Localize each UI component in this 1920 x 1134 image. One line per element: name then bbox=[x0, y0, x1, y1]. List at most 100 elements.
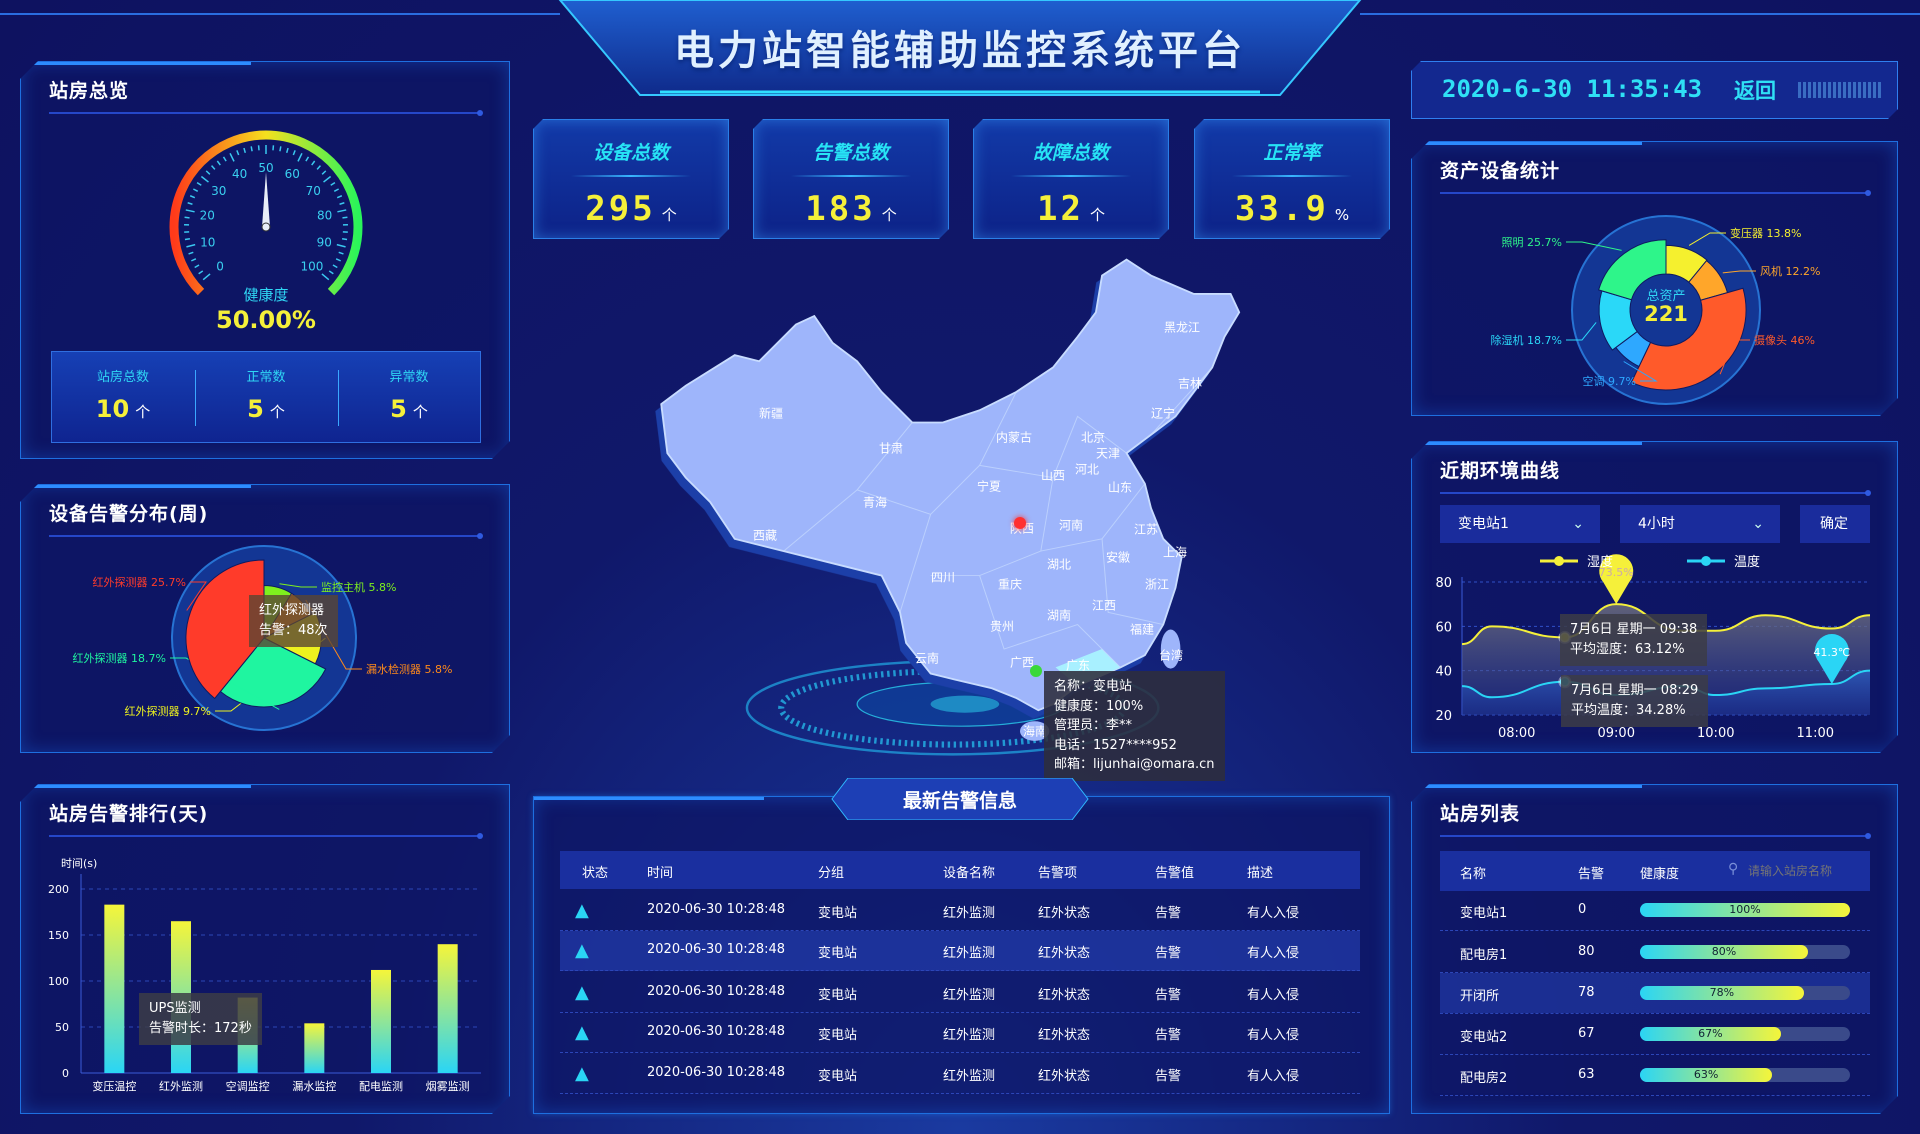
station-name[interactable]: 变电站2 bbox=[1460, 1030, 1508, 1045]
gauge-tick-label: 50 bbox=[258, 161, 273, 175]
gauge-tick bbox=[203, 274, 210, 280]
table-header bbox=[560, 851, 1360, 889]
pie-label: 空调 9.7% bbox=[1583, 374, 1636, 388]
column-header: 分组 bbox=[818, 866, 845, 881]
gauge-tick-label: 30 bbox=[211, 184, 226, 198]
gauge-tick bbox=[185, 239, 190, 240]
stats-box bbox=[51, 351, 481, 443]
alarm-ranking-panel: 站房告警排行(天) 时间(s) 0 50 100 150 200 变压温控 红外监测 空调监控 漏… bbox=[20, 784, 510, 1114]
warning-icon: ▲ bbox=[575, 1063, 589, 1084]
table-cell: 红外监测 bbox=[943, 946, 996, 961]
station-select[interactable]: 变电站1 ⌄ bbox=[1440, 505, 1600, 543]
kpi-unit: % bbox=[1334, 206, 1350, 224]
kpi-normal-rate: 正常率 33.9% bbox=[1194, 119, 1390, 239]
row-divider bbox=[1440, 972, 1870, 973]
station-name[interactable]: 变电站1 bbox=[1460, 906, 1508, 921]
y-tick-label: 20 bbox=[1435, 709, 1452, 724]
header-frame bbox=[0, 0, 1920, 96]
province-label: 福建 bbox=[1129, 622, 1155, 637]
health-bar-fill bbox=[1640, 1027, 1781, 1041]
table-cell: 有人入侵 bbox=[1247, 906, 1300, 921]
table-cell: 2020-06-30 10:28:48 bbox=[647, 1065, 786, 1080]
pie-label-line bbox=[1689, 233, 1726, 245]
page-title: 电力站智能辅助监控系统平台 bbox=[674, 28, 1246, 74]
table-cell: 红外监测 bbox=[943, 906, 996, 921]
confirm-button[interactable]: 确定 bbox=[1800, 505, 1870, 543]
stat-label: 正常数 bbox=[246, 370, 286, 385]
gauge-tick bbox=[230, 153, 234, 161]
legend-dot bbox=[1554, 556, 1564, 566]
station-name[interactable]: 配电房2 bbox=[1460, 1071, 1508, 1086]
gauge-tick bbox=[237, 150, 239, 155]
panel-title: 站房列表 bbox=[1440, 803, 1521, 825]
table-cell: 红外状态 bbox=[1038, 946, 1091, 961]
station-alarm-count: 80 bbox=[1578, 944, 1595, 959]
pie-label: 风机 12.2% bbox=[1760, 264, 1820, 278]
kpi-device-total: 设备总数 295 个 bbox=[533, 119, 729, 239]
chevron-down-icon: ⌄ bbox=[1752, 516, 1764, 532]
gauge-tick bbox=[306, 157, 309, 161]
y-tick-label: 100 bbox=[48, 975, 69, 988]
panel-title: 资产设备统计 bbox=[1440, 160, 1561, 182]
datetime: 2020-6-30 11:35:43 bbox=[1442, 75, 1703, 103]
pie-label: 监控主机 5.8% bbox=[321, 580, 396, 594]
table-cell: 红外状态 bbox=[1038, 1069, 1091, 1084]
column-header: 名称 bbox=[1460, 867, 1487, 882]
gauge-tick-label: 10 bbox=[200, 236, 215, 250]
bar bbox=[104, 905, 124, 1073]
panel-title: 设备告警分布(周) bbox=[49, 503, 209, 525]
row-divider bbox=[560, 1093, 1360, 1094]
station-name[interactable]: 开闭所 bbox=[1460, 989, 1500, 1004]
gauge-needle bbox=[262, 172, 270, 227]
table-cell: 红外监测 bbox=[943, 1069, 996, 1084]
x-tick-label: 09:00 bbox=[1598, 726, 1635, 741]
gauge-tick bbox=[191, 259, 196, 261]
y-tick-label: 60 bbox=[1435, 620, 1452, 635]
stat-unit: 个 bbox=[269, 403, 285, 421]
back-button[interactable]: 返回 bbox=[1734, 79, 1776, 103]
normal-station-marker[interactable] bbox=[1030, 665, 1042, 677]
range-select[interactable]: 4小时 ⌄ bbox=[1620, 505, 1780, 543]
gauge-tick bbox=[188, 203, 193, 204]
health-gauge: 010 20 30 40 50 60 70 80 90 100 bbox=[21, 62, 511, 402]
province-label: 台湾 bbox=[1158, 648, 1184, 663]
table-cell: 有人入侵 bbox=[1247, 988, 1300, 1003]
province-label: 海南 bbox=[1022, 724, 1048, 739]
table-cell: 变电站 bbox=[818, 946, 858, 961]
gauge-tick bbox=[340, 203, 345, 204]
province-label: 山西 bbox=[1040, 468, 1066, 483]
health-bar-label: 100% bbox=[1729, 903, 1761, 916]
gauge-needle-hub bbox=[262, 223, 270, 231]
pie-label: 照明 25.7% bbox=[1502, 236, 1562, 249]
row-divider bbox=[560, 930, 1360, 931]
table-cell: 2020-06-30 10:28:48 bbox=[647, 984, 786, 999]
alarm-station-marker[interactable] bbox=[1014, 517, 1026, 529]
health-bar-label: 78% bbox=[1709, 986, 1735, 999]
province-label: 河南 bbox=[1058, 518, 1084, 533]
overview-panel: 站房总览 0 10 20 30 40 50 60 70 80 90 100 健康度 50.00% bbox=[20, 61, 510, 459]
station-alarm-count: 0 bbox=[1578, 902, 1587, 917]
gauge-tick bbox=[195, 265, 199, 267]
x-tick-label: 漏水监控 bbox=[292, 1079, 336, 1093]
gauge-tick bbox=[244, 148, 245, 153]
pie-label: 红外探测器 18.7% bbox=[73, 652, 166, 665]
gauge-tick bbox=[199, 271, 203, 274]
x-tick-label: 空调监控 bbox=[226, 1079, 270, 1093]
column-header: 时间 bbox=[647, 866, 674, 881]
table-cell: 告警 bbox=[1155, 906, 1182, 921]
column-header: 健康度 bbox=[1640, 867, 1680, 882]
pie-label: 变压器 13.8% bbox=[1730, 226, 1801, 240]
stat-value: 5 bbox=[390, 395, 407, 423]
gauge-tick bbox=[334, 189, 338, 191]
station-search-input[interactable] bbox=[1748, 858, 1866, 884]
pie-label-line bbox=[279, 584, 317, 587]
station-name[interactable]: 配电房1 bbox=[1460, 948, 1508, 963]
gauge-tick-label: 60 bbox=[285, 167, 300, 181]
gauge-tick bbox=[329, 271, 333, 274]
health-bar: 78% bbox=[1640, 986, 1850, 1000]
row-divider bbox=[1440, 1013, 1870, 1014]
province-label: 浙江 bbox=[1144, 577, 1170, 592]
province-label: 广东 bbox=[1065, 658, 1091, 673]
gauge-tick bbox=[336, 259, 341, 261]
gauge-tick bbox=[224, 157, 227, 161]
